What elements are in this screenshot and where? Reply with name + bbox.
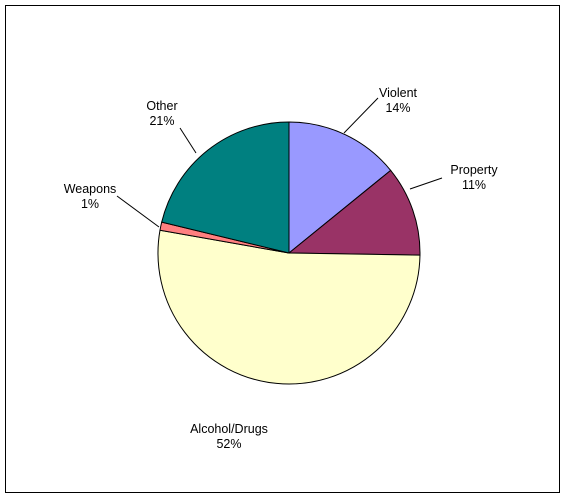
slice-percent-label: 14% xyxy=(385,101,410,115)
leader-line xyxy=(116,195,160,228)
slice-label: Weapons xyxy=(64,182,117,196)
slice-label: Violent xyxy=(379,86,418,100)
slice-percent-label: 1% xyxy=(81,197,99,211)
leader-line xyxy=(409,177,443,190)
slice-percent-label: 52% xyxy=(216,437,241,451)
slice-percent-label: 11% xyxy=(462,178,486,192)
leader-lines xyxy=(116,97,443,228)
leader-line xyxy=(179,127,197,154)
slice-percent-label: 21% xyxy=(149,114,174,128)
pie-slice-alcohol-drugs xyxy=(157,229,421,385)
pie-slices xyxy=(157,121,421,385)
pie-slice-other xyxy=(161,121,290,254)
slice-label: Alcohol/Drugs xyxy=(190,422,268,436)
leader-line xyxy=(343,97,379,134)
slice-label: Other xyxy=(146,99,177,113)
pie-slice-violent xyxy=(288,121,392,255)
slice-label: Property xyxy=(450,163,498,177)
pie-slice-property xyxy=(287,169,421,256)
